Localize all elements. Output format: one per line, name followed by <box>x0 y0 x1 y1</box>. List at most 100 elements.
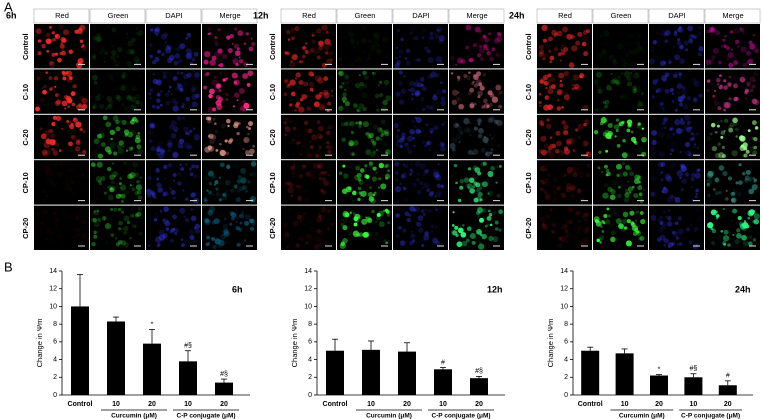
x-tick-label: 10 <box>621 401 629 408</box>
cell <box>540 122 545 127</box>
cell <box>404 240 409 245</box>
cell <box>54 223 59 228</box>
cell <box>713 100 720 106</box>
cell <box>636 42 640 46</box>
cell <box>575 128 579 132</box>
micrograph-bg <box>393 24 448 69</box>
cell <box>222 192 227 197</box>
cell <box>693 167 701 174</box>
cell <box>650 215 657 221</box>
cell <box>723 44 727 49</box>
cell <box>235 197 241 203</box>
cell <box>476 46 481 51</box>
cell <box>219 51 224 56</box>
cell <box>472 80 475 84</box>
cell <box>720 229 724 233</box>
cell <box>566 138 573 145</box>
cell <box>365 132 369 136</box>
bar <box>434 369 452 395</box>
cell <box>731 162 736 167</box>
cell <box>411 239 416 243</box>
cell <box>395 212 401 219</box>
cell <box>633 72 640 79</box>
cell <box>476 196 482 202</box>
cell <box>320 171 324 175</box>
cell <box>177 58 183 64</box>
cell <box>468 38 474 44</box>
cell <box>693 80 700 87</box>
cell <box>219 147 223 151</box>
cell <box>376 213 380 216</box>
cell <box>348 31 354 37</box>
cell <box>459 185 464 190</box>
cell <box>716 48 721 53</box>
cell <box>543 143 549 148</box>
cell <box>114 152 118 157</box>
cell <box>669 152 673 156</box>
y-tick-label: 0 <box>564 392 568 399</box>
cell <box>246 82 251 87</box>
cell <box>214 238 221 245</box>
cell <box>371 209 375 214</box>
micrograph-bg <box>537 24 592 69</box>
cell <box>121 102 125 107</box>
cell <box>477 207 484 214</box>
cell <box>576 187 582 193</box>
cell <box>408 240 414 246</box>
cell <box>689 137 693 142</box>
cell <box>451 229 454 232</box>
cell <box>596 237 603 243</box>
cell <box>43 84 47 89</box>
cell <box>393 123 399 129</box>
cell <box>130 96 136 103</box>
cell <box>436 89 442 95</box>
cell <box>541 149 548 156</box>
cell <box>303 164 306 168</box>
cell <box>207 170 214 177</box>
x-tick-label: 20 <box>148 401 156 408</box>
cell <box>498 63 503 68</box>
cell <box>670 140 677 147</box>
cell <box>309 152 313 156</box>
chart-title: 6h <box>232 284 243 294</box>
cell <box>750 93 755 98</box>
cell <box>306 152 312 158</box>
cell <box>97 218 101 222</box>
cell <box>52 200 55 203</box>
cell <box>723 229 729 235</box>
cell <box>680 164 686 169</box>
cell <box>584 217 588 222</box>
cell <box>161 52 165 57</box>
cell <box>338 71 342 76</box>
micrograph <box>90 205 145 250</box>
cell <box>597 88 603 94</box>
cell <box>666 133 669 136</box>
cell <box>324 171 327 174</box>
cell <box>161 223 164 226</box>
cell <box>540 174 544 178</box>
cell <box>480 55 484 59</box>
cell <box>317 40 324 46</box>
cell <box>678 99 682 102</box>
cell <box>689 126 693 129</box>
cell <box>313 49 319 55</box>
cell <box>162 217 169 225</box>
cell <box>195 164 199 169</box>
row-label: CP-20 <box>524 218 533 239</box>
cell <box>56 99 62 105</box>
cell <box>633 90 637 94</box>
y-tick-label: 4 <box>308 356 312 363</box>
header-cell <box>145 8 202 24</box>
cell <box>129 184 132 187</box>
cell <box>249 172 253 176</box>
cell <box>290 60 293 63</box>
cell <box>409 128 416 135</box>
cell <box>81 46 87 52</box>
cell <box>477 206 483 213</box>
cell <box>733 96 739 102</box>
cell <box>219 142 222 146</box>
cell <box>627 180 630 183</box>
cell <box>195 93 200 99</box>
cell <box>585 218 589 222</box>
cell <box>376 61 380 65</box>
